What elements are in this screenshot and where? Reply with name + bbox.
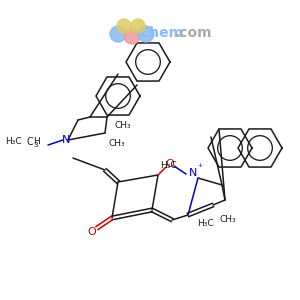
Text: CH₃: CH₃: [220, 215, 236, 224]
Text: O: O: [166, 159, 174, 169]
Text: CH₃: CH₃: [109, 139, 125, 148]
Text: 3: 3: [34, 142, 38, 148]
Circle shape: [110, 26, 126, 42]
Text: O: O: [88, 227, 96, 237]
Text: H: H: [33, 137, 39, 146]
Text: N: N: [189, 168, 197, 178]
Text: H₃C: H₃C: [160, 160, 176, 169]
Circle shape: [131, 19, 145, 33]
Text: Chem: Chem: [139, 26, 183, 40]
Circle shape: [117, 19, 131, 33]
Text: C: C: [27, 137, 33, 147]
Text: ⁺: ⁺: [197, 163, 202, 173]
Text: CH₃: CH₃: [115, 121, 131, 130]
Text: .com: .com: [174, 26, 212, 40]
Text: N: N: [62, 135, 70, 145]
Circle shape: [124, 28, 140, 44]
Text: H₃C: H₃C: [197, 218, 213, 227]
Text: H₃C: H₃C: [5, 137, 22, 146]
Circle shape: [138, 26, 154, 42]
